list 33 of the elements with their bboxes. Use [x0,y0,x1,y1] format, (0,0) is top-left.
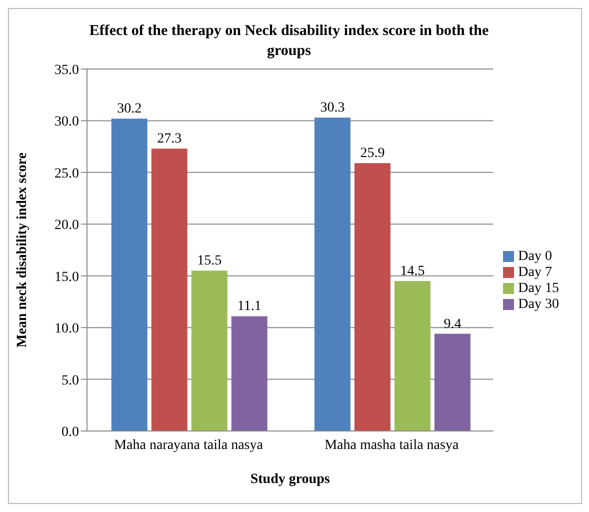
data-label: 15.5 [197,254,222,269]
bar [434,334,470,431]
legend-label: Day 30 [518,297,559,312]
data-label: 9.4 [444,316,462,332]
bar [394,281,430,431]
data-label: 14.5 [400,264,425,280]
y-axis-title: Mean neck disability index score [14,152,30,348]
x-axis-title: Study groups [250,472,330,487]
y-tick-label: 0.0 [62,424,79,440]
y-tick-label: 35.0 [54,62,79,78]
data-label: 30.2 [117,102,142,117]
y-tick-label: 20.0 [54,218,79,234]
y-tick-label: 10.0 [54,322,79,337]
y-tick-label: 5.0 [62,373,79,388]
data-label: 27.3 [157,132,182,147]
bar [151,148,188,431]
data-label: 11.1 [237,299,262,314]
x-tick-label: Maha masha taila nasya [324,438,460,453]
bar [314,118,350,431]
y-tick-label: 30.0 [54,114,79,130]
x-tick-label: Maha narayana taila nasya [114,438,264,453]
bar [191,270,228,431]
chart-title: Effect of the therapy on Neck disability index score in both the groups [88,22,490,61]
bar [354,163,390,431]
legend-label: Day 15 [518,281,559,296]
bar [231,316,268,431]
y-tick-label: 15.0 [54,270,79,285]
bar [111,118,148,431]
y-tick-label: 25.0 [54,166,79,182]
data-label: 30.3 [320,100,345,116]
legend-label: Day 7 [518,265,552,280]
data-label: 25.9 [360,146,385,162]
legend-label: Day 0 [518,249,552,264]
